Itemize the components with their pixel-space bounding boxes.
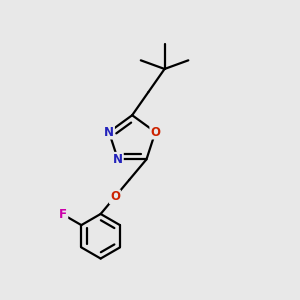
Text: O: O [150,126,160,139]
Text: O: O [110,190,120,203]
Text: N: N [104,126,114,139]
Text: N: N [113,153,123,166]
Text: F: F [59,208,67,221]
